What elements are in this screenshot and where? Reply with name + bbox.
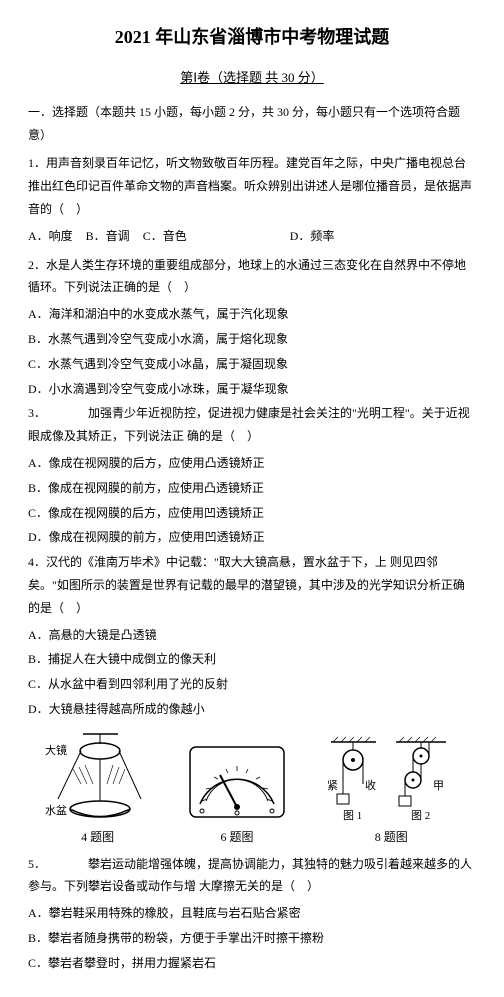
fig4-mirror-label: 大镜 <box>45 743 67 757</box>
fig4-caption: 4 题图 <box>43 826 153 849</box>
fig8-right-in-label: 收 <box>365 778 376 792</box>
q4-opt-b: B．捕捉人在大镜中成倒立的像天利 <box>28 648 476 671</box>
fig6-caption: 6 题图 <box>182 826 292 849</box>
fig6-svg <box>182 739 292 824</box>
figure-row: 大镜 水盆 4 题图 <box>28 729 476 849</box>
figure-6: 6 题图 <box>182 739 292 849</box>
q2-opt-d: D．小水滴遇到冷空气变成小冰珠，属于凝华现象 <box>28 378 476 401</box>
fig8-sub1: 图 1 <box>343 809 362 822</box>
q4-stem: 4．汉代的《淮南万毕术》中记载："取大大镜高悬，置水盆于下，上 则见四邻矣。"如… <box>28 551 476 619</box>
fig8-left-label: 紧 <box>327 779 338 792</box>
fig8-right-out-label: 甲 <box>433 780 444 792</box>
q1-opt-a: A．响度 <box>28 229 73 243</box>
q5-opt-a: A．攀岩鞋采用特殊的橡胶，且鞋底与岩石贴合紧密 <box>28 902 476 925</box>
exam-title: 2021 年山东省淄博市中考物理试题 <box>28 20 476 54</box>
q5-stem: 5． 攀岩运动能增强体魄，提高协调能力，其独特的魅力吸引着越来越多的人参与。下列… <box>28 853 476 899</box>
q2-opt-b: B．水蒸气遇到冷空气变成小水滴，属于熔化现象 <box>28 328 476 351</box>
q5-opt-b: B．攀岩者随身携带的粉袋，方便于手掌出汗时擦干擦粉 <box>28 927 476 950</box>
q2-opt-a: A．海洋和湖泊中的水变成水蒸气，属于汽化现象 <box>28 303 476 326</box>
q3-opt-c: C．像成在视网膜的后方，应使用凹透镜矫正 <box>28 502 476 525</box>
fig8-sub2: 图 2 <box>411 809 430 822</box>
section-header: 第Ⅰ卷（选择题 共 30 分） <box>28 66 476 91</box>
q4-opt-c: C．从水盆中看到四邻利用了光的反射 <box>28 673 476 696</box>
q3-opt-a: A．像成在视网膜的后方，应使用凸透镜矫正 <box>28 452 476 475</box>
q1-opt-b: B．音调 <box>86 229 130 243</box>
q2-opt-c: C．水蒸气遇到冷空气变成小冰晶，属于凝固现象 <box>28 353 476 376</box>
q1-opt-d: D．频率 <box>290 229 335 243</box>
section-instruction: 一．选择题（本题共 15 小题，每小题 2 分，共 30 分，每小题只有一个选项… <box>28 101 476 147</box>
q3-stem: 3． 加强青少年近视防控，促进视力健康是社会关注的"光明工程"。关于近视眼成像及… <box>28 402 476 448</box>
fig8-caption: 8 题图 <box>321 826 461 849</box>
q1-options: A．响度 B．音调 C．音色 D．频率 <box>28 225 476 248</box>
q3-opt-b: B．像成在视网膜的前方，应使用凸透镜矫正 <box>28 477 476 500</box>
q5-opt-c: C．攀岩者攀登时，拼用力握紧岩石 <box>28 952 476 975</box>
figure-8: 紧 收 图 1 甲 图 2 8 题图 <box>321 734 461 849</box>
q1-stem: 1．用声音刻录百年记忆，听文物致敬百年历程。建党百年之际，中央广播电视总台推出红… <box>28 152 476 220</box>
q2-stem: 2．水是人类生存环境的重要组成部分，地球上的水通过三态变化在自然界中不停地循环。… <box>28 254 476 300</box>
q1-opt-c: C．音色 <box>143 229 187 243</box>
fig8-svg: 紧 收 图 1 甲 图 2 <box>321 734 461 824</box>
q4-opt-a: A．高悬的大镜是凸透镜 <box>28 624 476 647</box>
q3-opt-d: D．像成在视网膜的前方，应使用凹透镜矫正 <box>28 526 476 549</box>
q4-opt-d: D．大镜悬挂得越高所成的像越小 <box>28 698 476 721</box>
fig4-basin-label: 水盆 <box>45 803 67 817</box>
fig4-svg: 大镜 水盆 <box>43 729 153 824</box>
figure-4: 大镜 水盆 4 题图 <box>43 729 153 849</box>
